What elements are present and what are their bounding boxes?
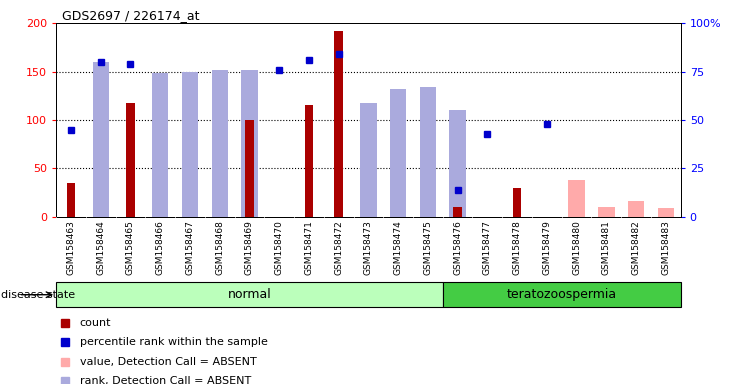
Bar bbox=[443, 282, 681, 307]
Text: GSM158475: GSM158475 bbox=[423, 220, 432, 275]
Text: normal: normal bbox=[227, 288, 272, 301]
Text: GSM158476: GSM158476 bbox=[453, 220, 462, 275]
Bar bbox=[628, 202, 644, 217]
Bar bbox=[513, 188, 521, 217]
Text: GSM158472: GSM158472 bbox=[334, 220, 343, 275]
Bar bbox=[361, 167, 376, 217]
Text: GSM158479: GSM158479 bbox=[542, 220, 551, 275]
Bar bbox=[334, 31, 343, 217]
Text: GSM158473: GSM158473 bbox=[364, 220, 373, 275]
Text: disease state: disease state bbox=[1, 290, 75, 300]
Bar bbox=[56, 282, 443, 307]
Bar bbox=[450, 110, 466, 217]
Text: GSM158464: GSM158464 bbox=[96, 220, 105, 275]
Bar bbox=[242, 123, 257, 217]
Bar bbox=[182, 120, 198, 217]
Bar bbox=[304, 106, 313, 217]
Text: GSM158466: GSM158466 bbox=[156, 220, 165, 275]
Text: GSM158465: GSM158465 bbox=[126, 220, 135, 275]
Bar bbox=[67, 183, 75, 217]
Bar bbox=[568, 180, 585, 217]
Bar bbox=[152, 139, 168, 217]
Bar bbox=[657, 208, 674, 217]
Text: GSM158474: GSM158474 bbox=[393, 220, 402, 275]
Bar bbox=[93, 108, 109, 217]
Text: GSM158477: GSM158477 bbox=[483, 220, 492, 275]
Text: GSM158463: GSM158463 bbox=[67, 220, 76, 275]
Bar bbox=[420, 145, 436, 217]
Text: value, Detection Call = ABSENT: value, Detection Call = ABSENT bbox=[80, 356, 257, 367]
Text: GSM158478: GSM158478 bbox=[512, 220, 521, 275]
Text: GSM158481: GSM158481 bbox=[602, 220, 611, 275]
Bar bbox=[390, 89, 406, 217]
Bar bbox=[245, 120, 254, 217]
Bar bbox=[152, 73, 168, 217]
Text: GSM158469: GSM158469 bbox=[245, 220, 254, 275]
Bar bbox=[93, 62, 109, 217]
Bar bbox=[453, 207, 462, 217]
Bar bbox=[598, 207, 615, 217]
Bar bbox=[420, 87, 436, 217]
Bar bbox=[212, 70, 228, 217]
Bar bbox=[212, 110, 228, 217]
Bar bbox=[182, 71, 198, 217]
Text: teratozoospermia: teratozoospermia bbox=[506, 288, 617, 301]
Bar bbox=[242, 70, 257, 217]
Text: GSM158480: GSM158480 bbox=[572, 220, 581, 275]
Bar bbox=[390, 148, 406, 217]
Text: GSM158468: GSM158468 bbox=[215, 220, 224, 275]
Text: GSM158467: GSM158467 bbox=[186, 220, 194, 275]
Text: GSM158471: GSM158471 bbox=[304, 220, 313, 275]
Bar bbox=[361, 103, 376, 217]
Text: GSM158470: GSM158470 bbox=[275, 220, 283, 275]
Text: GSM158483: GSM158483 bbox=[661, 220, 670, 275]
Text: percentile rank within the sample: percentile rank within the sample bbox=[80, 337, 268, 347]
Text: rank, Detection Call = ABSENT: rank, Detection Call = ABSENT bbox=[80, 376, 251, 384]
Bar bbox=[126, 103, 135, 217]
Text: GSM158482: GSM158482 bbox=[631, 220, 640, 275]
Text: count: count bbox=[80, 318, 111, 328]
Text: GDS2697 / 226174_at: GDS2697 / 226174_at bbox=[62, 9, 200, 22]
